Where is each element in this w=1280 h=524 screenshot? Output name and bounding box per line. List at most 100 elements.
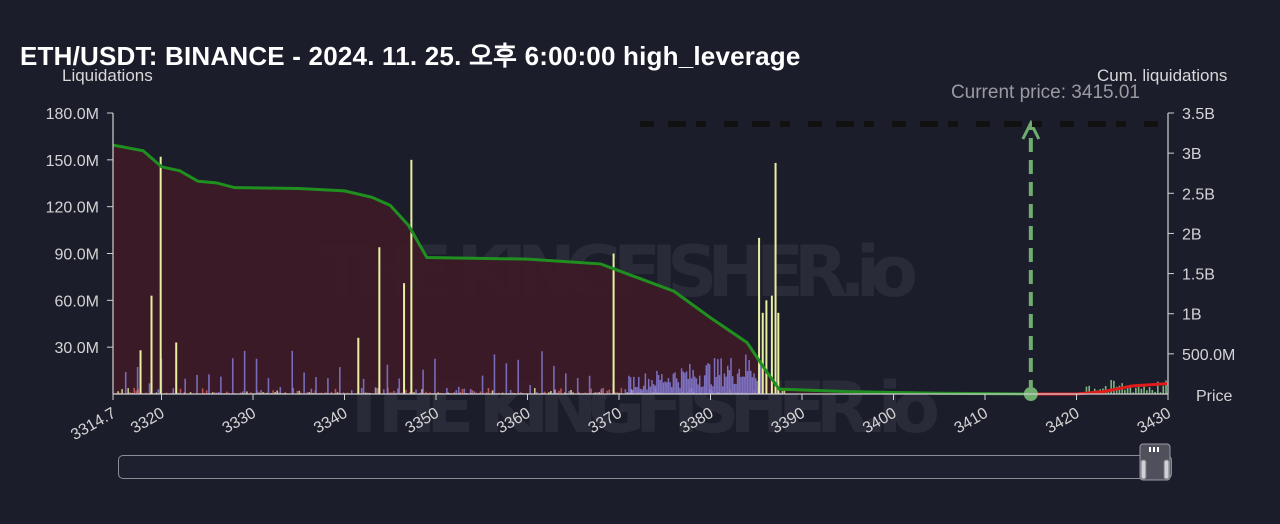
liq-bar [703, 375, 706, 394]
liq-bar [300, 392, 303, 394]
y-right-tick-label: 2B [1182, 226, 1202, 243]
liq-bar [362, 378, 365, 394]
liq-bar [159, 156, 162, 394]
liq-bar [184, 378, 186, 394]
x-tick-label: 3314.7 [68, 405, 119, 444]
liq-bar [272, 390, 274, 394]
liq-bar [642, 385, 645, 394]
liq-bar [616, 392, 619, 394]
liq-bar [415, 389, 417, 394]
liq-bar [278, 392, 280, 394]
liq-bar [1162, 385, 1165, 394]
x-tick-label: 3320 [128, 405, 167, 438]
liq-bar [697, 384, 699, 394]
liq-bar [667, 378, 670, 394]
x-tick-label: 3430 [1135, 405, 1174, 438]
liq-bar [391, 392, 393, 394]
liq-bar [728, 370, 731, 394]
liq-bar [765, 300, 768, 394]
liq-bar [694, 376, 696, 394]
liq-bar [117, 391, 119, 394]
range-scrollbar[interactable] [118, 455, 1172, 479]
liq-bar [475, 392, 478, 394]
y-left-tick-label: 90.0M [55, 247, 99, 264]
x-tick-label: 3410 [952, 405, 991, 438]
liq-bar [682, 371, 684, 394]
liq-bar [357, 337, 360, 394]
liq-bar [720, 358, 722, 394]
liq-bar [568, 391, 570, 394]
liq-bar [264, 392, 266, 394]
liq-bar [702, 386, 704, 394]
liq-bar [1110, 380, 1112, 394]
liq-bar [608, 389, 611, 394]
y-right-tick-label: 3.5B [1182, 106, 1215, 123]
y-left-tick-label: 60.0M [55, 293, 99, 310]
liq-bar [425, 391, 427, 394]
liq-bar [473, 391, 476, 394]
liq-bar [731, 376, 734, 394]
top-marks [1004, 121, 1022, 127]
liq-bar [1085, 386, 1088, 394]
liq-bar [541, 351, 543, 394]
top-marks [724, 121, 738, 127]
liq-bar [463, 388, 466, 394]
liq-bar [511, 392, 514, 394]
liq-bar [217, 392, 220, 394]
y-right-tick-label: 1.5B [1182, 267, 1215, 284]
top-marks [1116, 121, 1126, 127]
liq-bar [422, 369, 424, 394]
liq-bar [777, 312, 780, 394]
liq-bar [453, 392, 456, 394]
liq-bar [308, 392, 311, 394]
range-scroll-handle[interactable] [1138, 443, 1172, 481]
y-right-tick-label: 3B [1182, 146, 1202, 163]
top-marks [780, 121, 790, 127]
liq-bar [378, 247, 381, 394]
liq-bar [713, 358, 716, 394]
liq-bar [310, 388, 313, 394]
top-marks [668, 121, 686, 127]
liq-bar [730, 358, 732, 394]
liq-bar [487, 387, 490, 394]
liq-bar [320, 392, 323, 394]
liq-bar [393, 390, 395, 394]
liq-bar [761, 312, 764, 394]
liq-bar [306, 392, 309, 394]
liq-bar [770, 295, 773, 394]
top-marks [1144, 121, 1158, 127]
liq-bar [735, 383, 737, 394]
liq-bar [544, 391, 546, 394]
cum-area-fill [113, 145, 1031, 394]
liq-bar [707, 362, 709, 394]
liq-bar [1088, 385, 1090, 394]
top-marks [1088, 121, 1106, 127]
liq-bar [656, 370, 658, 394]
liq-bar [723, 373, 726, 394]
liq-bar [250, 392, 252, 394]
liq-bar [679, 387, 681, 394]
liq-bar [457, 386, 460, 394]
liq-bar [677, 382, 680, 394]
liq-bar [638, 376, 640, 394]
chart-title: ETH/USDT: BINANCE - 2024. 11. 25. 오후 6:0… [20, 41, 801, 71]
liq-bar [529, 385, 531, 394]
liq-bar [389, 392, 391, 394]
liq-bar [267, 378, 270, 394]
liq-bar [121, 389, 123, 394]
liq-bar [497, 392, 500, 394]
liq-bar [630, 389, 633, 394]
top-marks [864, 121, 874, 127]
top-marks [948, 121, 958, 127]
liq-bar [779, 392, 782, 394]
liq-bar [150, 295, 153, 394]
liq-bar [398, 378, 401, 394]
liq-bar [1140, 388, 1143, 394]
liq-bar [1165, 380, 1167, 394]
liq-bar [196, 374, 198, 394]
liq-bar [346, 392, 349, 394]
y-right-tick-label: 1B [1182, 307, 1202, 324]
liq-bar [634, 387, 637, 394]
liq-bar [383, 389, 385, 394]
